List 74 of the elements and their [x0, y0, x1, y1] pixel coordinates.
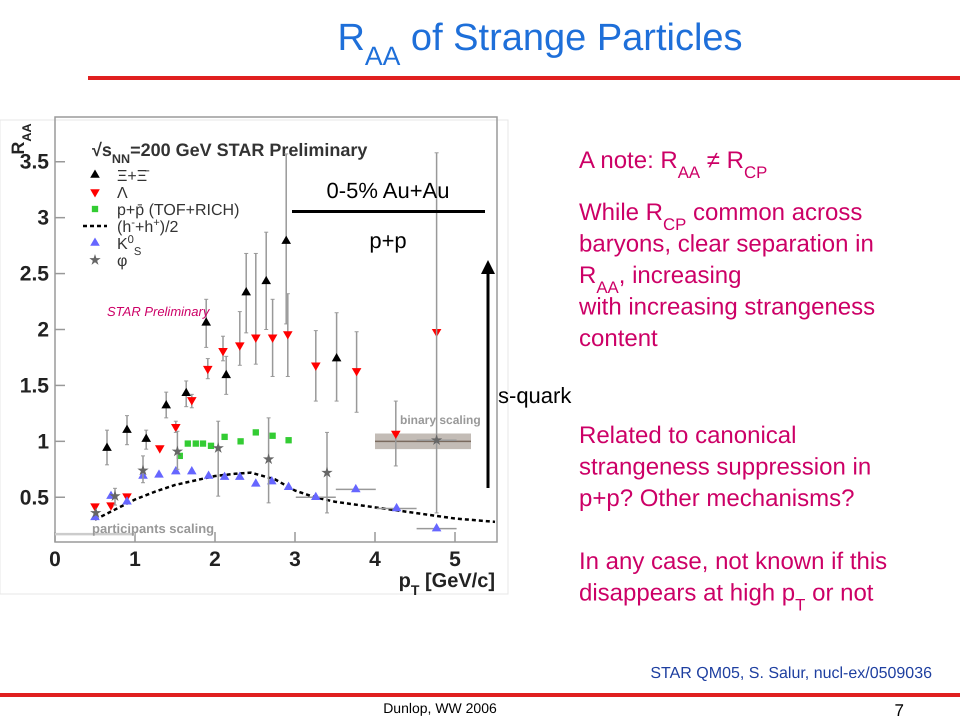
- point: [392, 502, 402, 512]
- text: s-quark: [498, 383, 572, 408]
- legend-label: Λ: [117, 185, 128, 202]
- text: A note: R$_{AA}$ ≠ R$_{CP}$: [579, 147, 768, 182]
- point: [122, 496, 132, 505]
- legend-label: Ξ+Ξ̄: [117, 168, 150, 185]
- point: [109, 490, 121, 501]
- point: [154, 469, 164, 478]
- x-tick-label: 2: [209, 548, 221, 571]
- y-tick-label: 1: [37, 430, 50, 454]
- x-tick-label: 3: [289, 548, 301, 571]
- point: [208, 442, 214, 449]
- point: [137, 464, 149, 476]
- point: [250, 334, 261, 343]
- point: [432, 523, 442, 532]
- point: [237, 438, 244, 445]
- annotation: participants scaling: [92, 521, 214, 536]
- x-tick-label: 0: [49, 548, 61, 571]
- point: [172, 445, 184, 456]
- x-axis-title: p$_{T}$ [GeV/c]: [398, 570, 495, 598]
- legend-label: p+p̄ (TOF+RICH): [117, 202, 240, 219]
- legend-label: (h$^{-}$+h$^{+}$)/2: [117, 217, 179, 236]
- point: [430, 434, 442, 446]
- point: [170, 466, 181, 474]
- point: [234, 342, 245, 351]
- point: [218, 348, 228, 356]
- point: [234, 472, 245, 480]
- annotation: 0-5% Au+Au: [326, 178, 450, 203]
- point: [310, 362, 321, 371]
- point: [269, 432, 276, 439]
- annotation: STAR Preliminary: [107, 304, 211, 319]
- legend-label: φ: [117, 253, 128, 270]
- point: [141, 434, 152, 442]
- point: [102, 442, 112, 451]
- point: [284, 482, 294, 490]
- point: [90, 506, 102, 518]
- point: [321, 466, 333, 478]
- text: Related to canonical strangeness suppression in p+p? Other mechanisms? In any case, not known if this disappears at high p$_{T}$ or not: [579, 422, 888, 614]
- y-tick-label: 2: [37, 318, 49, 342]
- point: [282, 331, 293, 340]
- chart-title: R$_{AA}$ of Strange Particles: [337, 17, 743, 71]
- point: [186, 397, 197, 406]
- point: [220, 472, 230, 480]
- point: [310, 492, 321, 500]
- text: STAR QM05, S. Salur, nucl-ex/0509036: [650, 665, 932, 682]
- text: √s$_{NN}$=200 GeV STAR Preliminary: [92, 140, 368, 166]
- point: [350, 484, 361, 492]
- y-tick-label: 2.5: [20, 262, 50, 286]
- point: [212, 442, 224, 453]
- y-tick-label: 1.5: [20, 374, 50, 398]
- point: [186, 466, 197, 474]
- x-tick-label: 5: [449, 548, 462, 571]
- point: [252, 429, 259, 436]
- y-tick-label: 0.5: [20, 486, 50, 510]
- point: [192, 440, 199, 447]
- point: [184, 440, 191, 447]
- point: [204, 470, 214, 479]
- point: [202, 366, 213, 374]
- point: [250, 478, 261, 487]
- text: While R$_{CP}$ common across baryons, clear separation in R$_{AA}$, increasing with increasing strangeness content: [579, 199, 876, 352]
- point: [200, 440, 206, 447]
- text: Dunlop, WW 2006: [383, 700, 498, 716]
- x-tick-label: 4: [369, 548, 382, 571]
- point: [221, 434, 228, 440]
- point: [122, 424, 132, 433]
- text: 7: [894, 701, 904, 720]
- y-tick-label: 3: [37, 206, 49, 230]
- point: [268, 334, 278, 343]
- x-tick-label: 1: [129, 548, 142, 571]
- annotation: p+p: [369, 228, 407, 253]
- annotation: binary scaling: [400, 413, 481, 427]
- point: [285, 437, 292, 444]
- point: [352, 368, 362, 376]
- point: [262, 453, 274, 464]
